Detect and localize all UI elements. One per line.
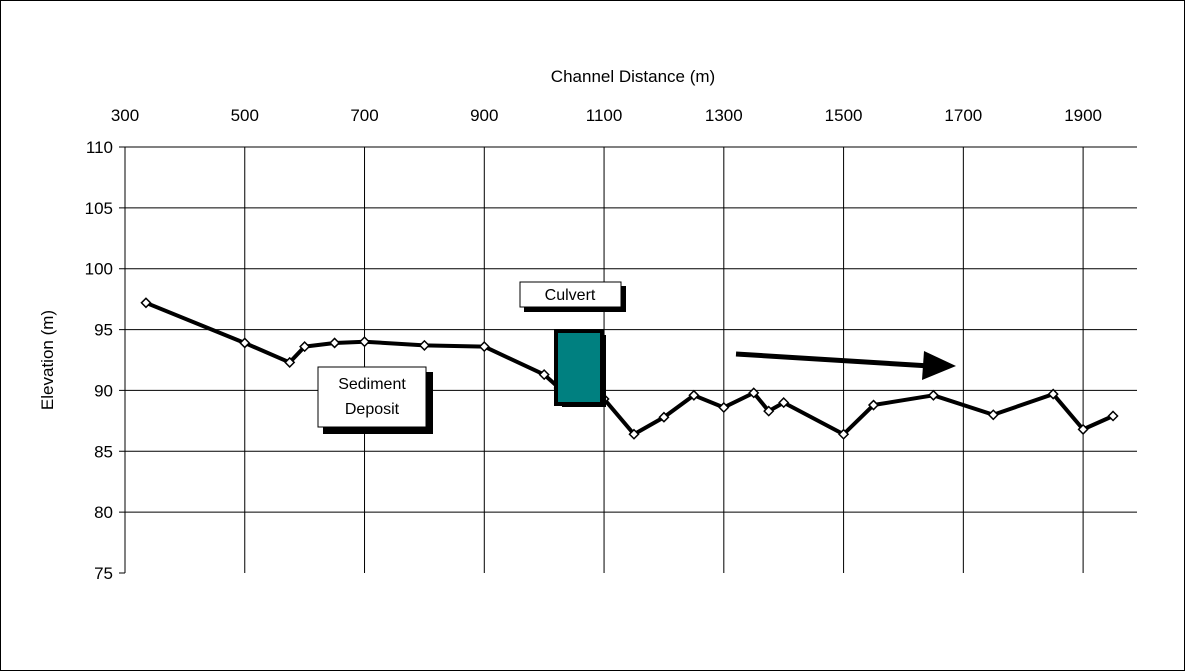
y-tick-label: 80 [94,503,113,522]
x-tick-label: 1700 [944,106,982,125]
culvert-block [554,329,606,407]
data-point-marker [358,336,371,348]
data-point-marker [778,397,790,409]
y-axis-title: Elevation (m) [38,310,57,410]
x-tick-labels: 300 500 700 900 1100 1300 1500 1700 1900 [111,106,1102,125]
data-point-marker [688,389,700,401]
x-tick-label: 1500 [825,106,863,125]
x-tick-label: 1900 [1064,106,1102,125]
y-tick-label: 95 [94,321,113,340]
data-point-marker [1047,388,1059,400]
data-point-marker [658,411,670,423]
data-point-marker [748,387,760,399]
x-tick-label: 700 [350,106,378,125]
y-tick-label: 100 [85,260,113,279]
data-point-marker [538,369,550,381]
data-point-marker [987,409,999,421]
sediment-label-line1: Sediment [338,376,406,393]
data-point-marker [867,399,880,411]
data-point-marker [284,356,296,368]
data-point-marker [1077,423,1089,435]
data-point-marker [478,341,490,353]
data-point-marker [299,341,311,353]
data-points [140,297,1119,440]
y-tick-labels: 75 80 85 90 95 100 105 110 [85,138,113,583]
culvert-label: Culvert [545,287,596,304]
y-tick-label: 110 [86,138,113,157]
data-point-marker [838,428,850,440]
culvert-label-box: Culvert [519,281,626,312]
y-tick-label: 85 [94,442,113,461]
y-tick-label: 75 [94,564,113,583]
x-axis-title: Channel Distance (m) [551,67,715,86]
sediment-label-box: Sediment Deposit [317,366,433,434]
data-point-marker [718,401,730,414]
x-tick-label: 900 [470,106,498,125]
data-point-marker [140,297,152,309]
data-point-marker [329,337,341,349]
y-tick-label: 105 [85,199,113,218]
data-point-marker [418,339,430,351]
data-point-marker [927,389,939,401]
data-point-marker [763,405,775,417]
x-tick-label: 1300 [705,106,743,125]
data-point-marker [628,428,640,440]
flow-direction-arrow [735,351,956,380]
data-point-marker [239,337,251,349]
sediment-label-line2: Deposit [345,401,400,418]
series-polyline [145,300,1114,437]
series-line [145,300,1114,437]
x-tick-label: 300 [111,106,139,125]
x-tick-label: 1100 [586,106,623,125]
x-tick-label: 500 [231,106,259,125]
grid [119,146,1137,574]
data-point-marker [1107,410,1119,422]
y-tick-label: 90 [94,381,113,400]
